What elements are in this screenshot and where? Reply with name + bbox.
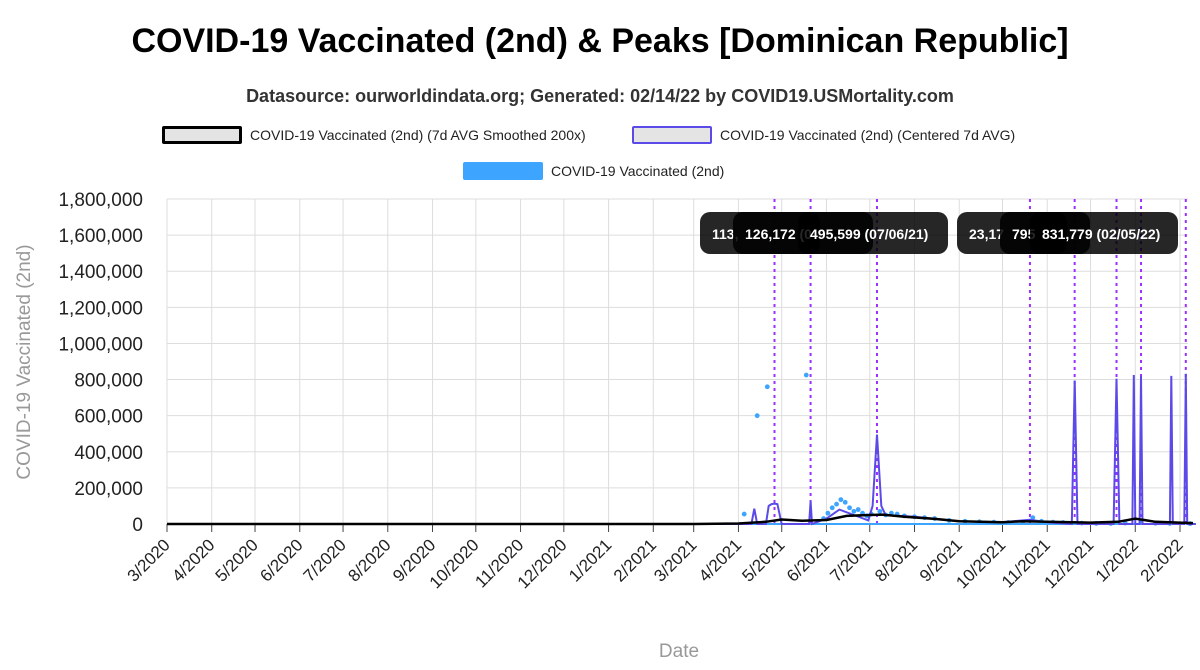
x-tick-label: 5/2021: [738, 535, 788, 585]
y-tick-label: 600,000: [74, 407, 143, 428]
y-tick-label: 0: [132, 515, 143, 536]
y-tick-label: 1,600,000: [58, 226, 143, 247]
daily-point: [741, 511, 747, 517]
y-tick-label: 200,000: [74, 479, 143, 500]
x-tick-label: 8/2021: [871, 535, 921, 585]
daily-point: [834, 501, 839, 507]
y-tick-label: 1,000,000: [58, 334, 143, 355]
daily-point: [829, 505, 835, 511]
y-tick-label: 1,800,000: [58, 190, 143, 211]
x-axis-title: Date: [659, 641, 699, 662]
daily-point: [825, 510, 831, 516]
legend-item-daily[interactable]: COVID-19 Vaccinated (2nd): [463, 162, 724, 180]
peak-label-text: 795: [1012, 226, 1036, 242]
peak-label: 831,779 (02/05/22): [1030, 212, 1178, 254]
legend-label-daily: COVID-19 Vaccinated (2nd): [551, 163, 725, 179]
x-tick-label: 5/2020: [212, 535, 262, 585]
x-tick-label: 3/2021: [650, 535, 700, 585]
x-tick-label: 7/2021: [826, 535, 876, 585]
peak-label-text: 126,172 (0: [745, 226, 812, 242]
peak-label-text: 23,17: [969, 226, 1004, 242]
x-tick-label: 2/2022: [1137, 535, 1187, 585]
legend-swatch-daily: [463, 162, 543, 180]
peak-label-text: 831,779 (02/05/22): [1042, 226, 1160, 242]
legend-swatch-smoothed: [162, 126, 242, 144]
daily-point: [803, 372, 809, 378]
peak-label-text: 113,: [712, 226, 738, 242]
chart-title: COVID-19 Vaccinated (2nd) & Peaks [Domin…: [131, 22, 1069, 60]
legend-label-smoothed: COVID-19 Vaccinated (2nd) (7d AVG Smooth…: [250, 127, 586, 143]
y-tick-label: 1,400,000: [58, 262, 143, 283]
series-lines: [167, 373, 1196, 526]
x-axis-ticks: 3/20204/20205/20206/20207/20208/20209/20…: [124, 524, 1187, 592]
x-tick-label: 7/2020: [300, 535, 350, 585]
x-tick-label: 1/2021: [565, 535, 615, 585]
y-tick-label: 1,200,000: [58, 298, 143, 319]
daily-point: [855, 507, 861, 512]
daily-point: [754, 413, 760, 419]
daily-point: [877, 508, 883, 514]
x-tick-label: 6/2020: [256, 535, 306, 585]
x-tick-label: 3/2020: [124, 535, 174, 585]
x-tick-label: 6/2021: [783, 535, 833, 585]
x-tick-label: 4/2020: [168, 535, 218, 585]
smoothed-avg-line: [167, 513, 1194, 526]
y-tick-label: 800,000: [74, 371, 143, 392]
y-axis-title: COVID-19 Vaccinated (2nd): [14, 244, 35, 479]
centered-avg-line: [167, 373, 1196, 526]
x-tick-label: 2/2021: [610, 535, 660, 585]
legend-item-smoothed[interactable]: COVID-19 Vaccinated (2nd) (7d AVG Smooth…: [162, 126, 586, 144]
daily-point: [764, 384, 770, 390]
peak-label-bg: [798, 212, 948, 254]
daily-point: [847, 505, 852, 511]
peak-label-bg: [1030, 212, 1178, 254]
legend-swatch-centered: [632, 126, 712, 144]
x-tick-label: 8/2020: [344, 535, 394, 585]
chart-subtitle: Datasource: ourworldindata.org; Generate…: [246, 86, 954, 106]
daily-point: [838, 497, 844, 503]
daily-point: [842, 499, 848, 505]
y-tick-label: 400,000: [74, 443, 143, 464]
y-axis-ticks: 0 200,000 400,000 600,000 800,000 1,000,000 1,…: [58, 190, 143, 536]
peak-label-text: 495,599 (07/06/21): [810, 226, 928, 242]
legend-item-centered[interactable]: COVID-19 Vaccinated (2nd) (Centered 7d A…: [632, 126, 1015, 144]
peak-label: 495,599 (07/06/21): [798, 212, 948, 254]
peak-lines: [773, 199, 1187, 524]
legend-label-centered: COVID-19 Vaccinated (2nd) (Centered 7d A…: [720, 127, 1016, 143]
x-tick-label: 1/2022: [1092, 535, 1142, 585]
daily-points: [167, 372, 1193, 527]
daily-point: [1030, 515, 1036, 521]
daily-point: [851, 508, 857, 514]
x-tick-label: 4/2021: [695, 535, 745, 585]
